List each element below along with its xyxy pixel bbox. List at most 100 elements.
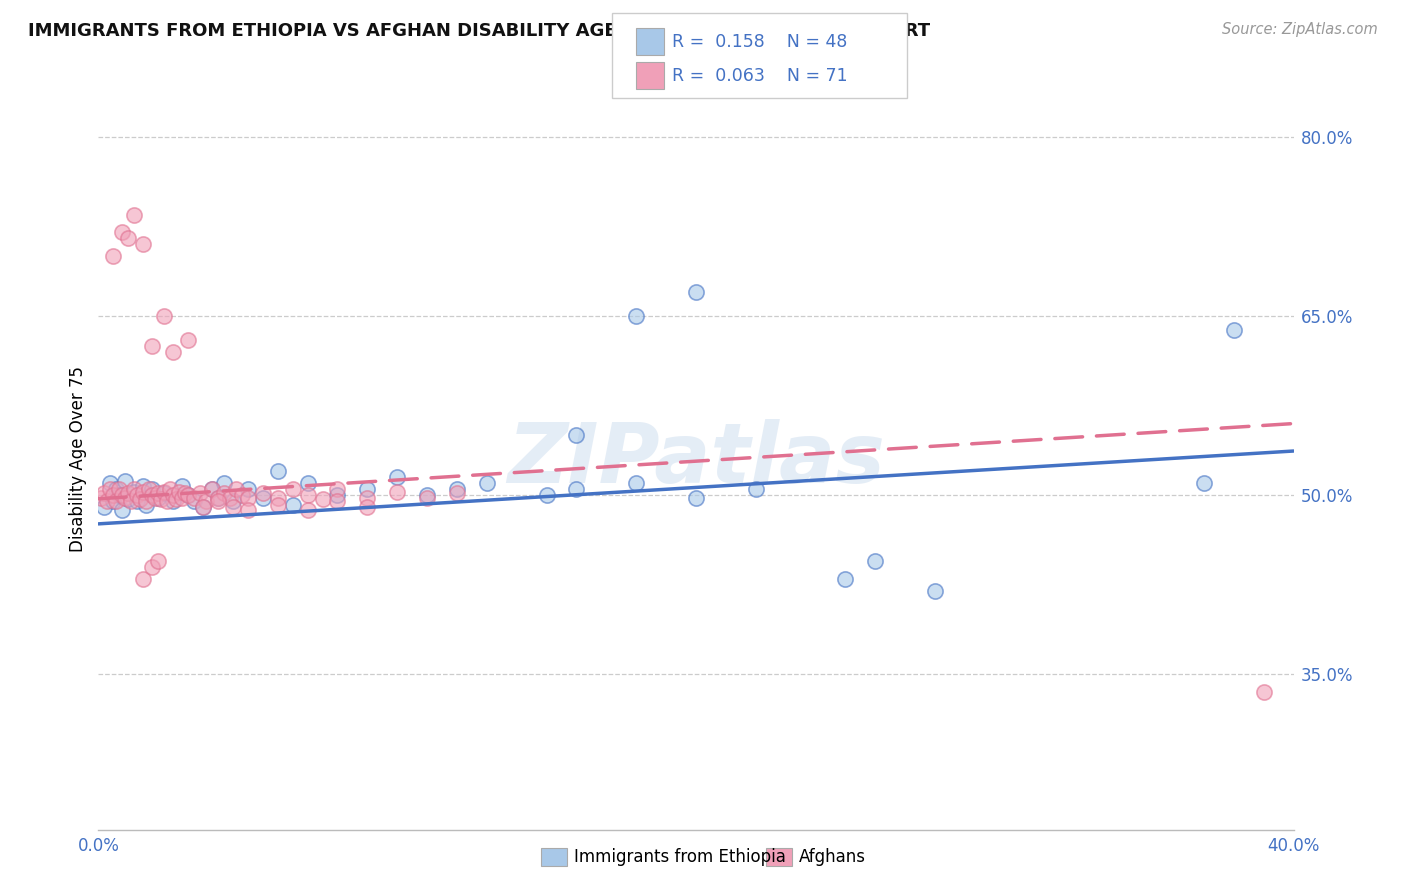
Point — [207, 491, 229, 505]
Point — [132, 237, 155, 252]
Point — [183, 491, 205, 505]
Point — [135, 494, 157, 508]
Point — [148, 554, 170, 568]
Point — [267, 464, 290, 478]
Point — [219, 491, 242, 505]
Point — [105, 494, 128, 508]
Point — [177, 488, 200, 502]
Point — [267, 498, 290, 512]
Point — [124, 482, 146, 496]
Point — [191, 500, 214, 515]
Point — [685, 491, 707, 505]
Point — [865, 554, 887, 568]
Point — [252, 491, 274, 505]
Point — [446, 485, 468, 500]
Point — [685, 285, 707, 300]
Point — [1223, 323, 1246, 337]
Point — [141, 482, 163, 496]
Point — [565, 428, 588, 442]
Point — [90, 491, 112, 505]
Point — [108, 482, 131, 496]
Point — [207, 494, 229, 508]
Point — [297, 502, 319, 516]
Point — [159, 482, 181, 496]
Point — [124, 208, 146, 222]
Point — [162, 494, 184, 508]
Text: R =  0.158    N = 48: R = 0.158 N = 48 — [672, 33, 848, 51]
Point — [297, 488, 319, 502]
Point — [165, 491, 187, 506]
Point — [626, 309, 648, 323]
Point — [252, 485, 274, 500]
Point — [236, 491, 259, 505]
Point — [326, 482, 349, 496]
Point — [135, 498, 157, 512]
Point — [148, 491, 170, 505]
Point — [132, 484, 155, 499]
Point — [98, 482, 122, 496]
Point — [105, 482, 128, 496]
Point — [141, 559, 163, 574]
Point — [111, 502, 134, 516]
Point — [385, 484, 409, 499]
Point — [475, 476, 498, 491]
Point — [356, 491, 378, 505]
Point — [172, 478, 194, 492]
Text: ZIPatlas: ZIPatlas — [508, 419, 884, 500]
Point — [153, 309, 176, 323]
Point — [127, 494, 149, 508]
Point — [148, 485, 170, 500]
Point — [150, 491, 173, 506]
Point — [114, 474, 136, 488]
Point — [93, 485, 115, 500]
Point — [98, 476, 122, 491]
Point — [222, 494, 245, 508]
Point — [103, 494, 125, 508]
Y-axis label: Disability Age Over 75: Disability Age Over 75 — [69, 367, 87, 552]
Point — [191, 500, 214, 515]
Point — [385, 470, 409, 484]
Point — [281, 498, 304, 512]
Point — [446, 482, 468, 496]
Point — [326, 488, 349, 502]
Point — [120, 494, 142, 508]
Text: Source: ZipAtlas.com: Source: ZipAtlas.com — [1222, 22, 1378, 37]
Point — [129, 491, 152, 506]
Point — [124, 484, 146, 499]
Point — [311, 491, 333, 506]
Point — [236, 502, 259, 516]
Point — [117, 491, 139, 506]
Point — [565, 482, 588, 496]
Point — [834, 572, 856, 586]
Point — [103, 249, 125, 263]
Text: Afghans: Afghans — [799, 848, 866, 866]
Point — [225, 482, 247, 496]
Point — [1253, 685, 1275, 699]
Point — [416, 488, 439, 502]
Point — [212, 476, 235, 491]
Point — [177, 488, 200, 502]
Point — [156, 494, 179, 508]
Point — [356, 500, 378, 515]
Point — [111, 226, 134, 240]
Point — [231, 488, 253, 502]
Point — [172, 491, 194, 505]
Point — [162, 345, 184, 359]
Point — [117, 231, 139, 245]
Point — [138, 482, 160, 496]
Point — [153, 485, 176, 500]
Point — [416, 491, 439, 505]
Point — [108, 488, 131, 502]
Point — [326, 494, 349, 508]
Point — [162, 488, 184, 502]
Text: Immigrants from Ethiopia: Immigrants from Ethiopia — [574, 848, 786, 866]
Text: R =  0.063    N = 71: R = 0.063 N = 71 — [672, 67, 848, 85]
Point — [188, 485, 211, 500]
Point — [201, 482, 224, 496]
Point — [626, 476, 648, 491]
Point — [114, 491, 136, 505]
Point — [207, 491, 229, 505]
Point — [267, 491, 290, 505]
Point — [356, 482, 378, 496]
Point — [103, 488, 125, 502]
